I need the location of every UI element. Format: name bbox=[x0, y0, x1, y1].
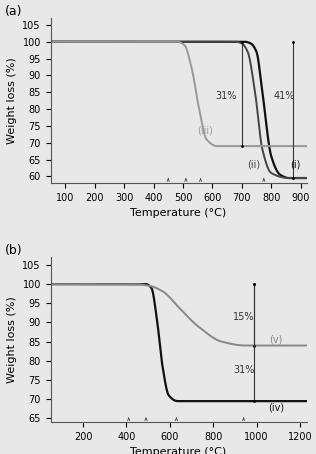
Text: (ii): (ii) bbox=[247, 159, 260, 170]
Text: (v): (v) bbox=[270, 335, 283, 345]
Text: (a): (a) bbox=[4, 5, 22, 18]
Text: 41%: 41% bbox=[274, 90, 295, 101]
X-axis label: Temperature (°C): Temperature (°C) bbox=[131, 448, 227, 454]
X-axis label: Temperature (°C): Temperature (°C) bbox=[131, 208, 227, 218]
Text: (iv): (iv) bbox=[268, 403, 284, 413]
Text: (b): (b) bbox=[4, 244, 22, 257]
Text: 15%: 15% bbox=[233, 312, 254, 322]
Text: 31%: 31% bbox=[233, 365, 254, 375]
Text: (iii): (iii) bbox=[197, 126, 213, 136]
Text: (i): (i) bbox=[290, 159, 301, 170]
Y-axis label: Weight loss (%): Weight loss (%) bbox=[7, 57, 17, 144]
Y-axis label: Weight loss (%): Weight loss (%) bbox=[7, 296, 17, 383]
Text: 31%: 31% bbox=[215, 90, 236, 101]
